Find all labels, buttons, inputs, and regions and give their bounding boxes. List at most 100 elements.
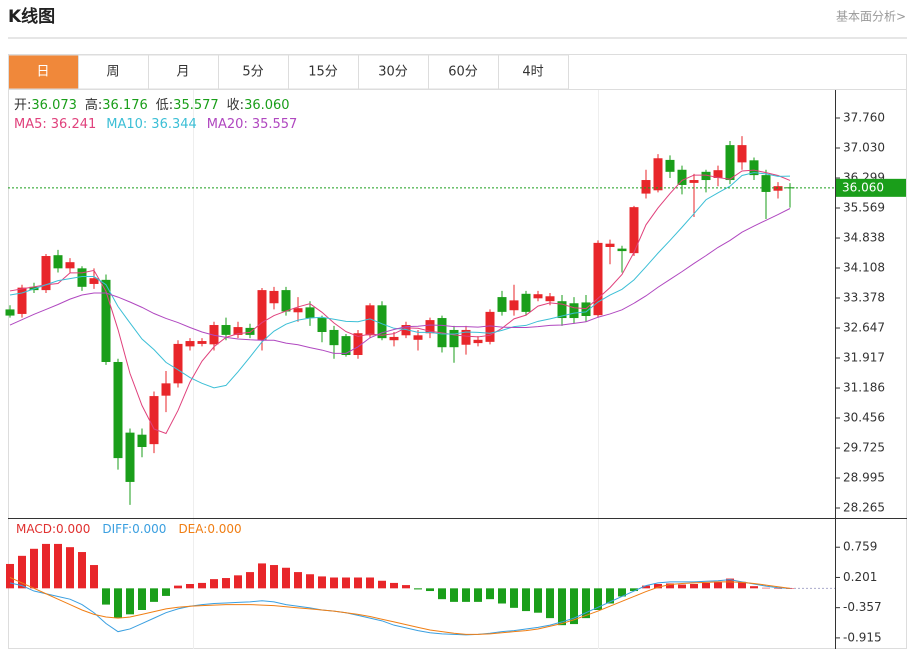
macd-bar bbox=[378, 580, 386, 589]
fundamental-link[interactable]: 基本面分析> bbox=[836, 10, 906, 24]
macd-y-tick-label: 0.759 bbox=[843, 540, 877, 554]
y-tick-label: 37.760 bbox=[843, 111, 885, 125]
candle-body bbox=[593, 242, 603, 316]
macd-label-value: 0.000 bbox=[132, 522, 166, 536]
last-price-label: 36.060 bbox=[842, 180, 884, 194]
macd-bar bbox=[462, 588, 470, 602]
tab[interactable] bbox=[498, 54, 569, 90]
macd-bar bbox=[738, 581, 746, 589]
macd-bar bbox=[222, 578, 230, 589]
macd-bar bbox=[690, 584, 698, 589]
macd-bar bbox=[78, 552, 86, 589]
candle-body bbox=[341, 336, 351, 356]
macd-bar bbox=[114, 588, 122, 618]
info-value: 36.176 bbox=[102, 98, 148, 113]
tab-label[interactable]: 月 bbox=[176, 65, 189, 80]
macd-bar bbox=[582, 588, 590, 619]
macd-bar bbox=[342, 577, 350, 589]
macd-bar bbox=[534, 588, 542, 613]
macd-bar bbox=[786, 588, 794, 589]
macd-bar bbox=[66, 547, 74, 589]
candle-body bbox=[65, 262, 75, 269]
macd-bar bbox=[726, 578, 734, 589]
info-label: 收: bbox=[227, 98, 244, 113]
candle-body bbox=[41, 256, 51, 291]
macd-bar bbox=[474, 588, 482, 602]
tab-label[interactable]: 日 bbox=[36, 65, 49, 80]
ma-line bbox=[9, 169, 791, 435]
candle-body bbox=[545, 296, 555, 302]
dea-line bbox=[9, 577, 791, 635]
candle-body bbox=[665, 159, 675, 172]
candle-body bbox=[389, 336, 399, 341]
tab[interactable] bbox=[8, 54, 79, 90]
candle-body bbox=[101, 279, 111, 362]
candle-body bbox=[53, 255, 63, 269]
candle-body bbox=[293, 308, 303, 313]
candle-body bbox=[617, 248, 627, 252]
macd-label-name: DEA: bbox=[178, 522, 207, 536]
candle-body bbox=[329, 329, 339, 346]
legend-value: 36.241 bbox=[51, 117, 97, 132]
tab[interactable] bbox=[428, 54, 499, 90]
macd-bar bbox=[426, 588, 434, 592]
macd-bar bbox=[402, 585, 410, 589]
candle-body bbox=[761, 175, 771, 192]
macd-bar bbox=[654, 584, 662, 589]
candle-body bbox=[173, 343, 183, 384]
candle-body bbox=[677, 169, 687, 185]
tab-label[interactable]: 30分 bbox=[378, 65, 408, 80]
candle-body bbox=[533, 294, 543, 299]
legend-value: 36.344 bbox=[151, 117, 197, 132]
candle-body bbox=[413, 335, 423, 340]
tab[interactable] bbox=[358, 54, 429, 90]
candle-body bbox=[449, 329, 459, 348]
macd-bar bbox=[198, 582, 206, 589]
macd-bar bbox=[318, 576, 326, 589]
candle-body bbox=[461, 329, 471, 345]
tab[interactable] bbox=[218, 54, 289, 90]
y-tick-label: 37.030 bbox=[843, 140, 885, 154]
candle-body bbox=[185, 341, 195, 347]
macd-bar bbox=[750, 586, 758, 589]
ma-legend: MA5: 36.241 MA10: 36.344 MA20: 35.557 bbox=[14, 117, 297, 132]
tab-label[interactable]: 15分 bbox=[308, 65, 338, 80]
y-tick-label: 31.186 bbox=[843, 381, 885, 395]
tab-label[interactable]: 5分 bbox=[242, 65, 263, 80]
macd-bar bbox=[234, 575, 242, 589]
macd-bar bbox=[150, 588, 158, 602]
candle-body bbox=[425, 320, 435, 334]
candle-body bbox=[473, 339, 483, 344]
candle-body bbox=[701, 171, 711, 181]
candle-body bbox=[209, 325, 219, 345]
tab-label[interactable]: 周 bbox=[106, 65, 119, 80]
macd-bar bbox=[126, 588, 134, 615]
last-price-box bbox=[836, 178, 906, 197]
candle-body bbox=[485, 311, 495, 342]
legend-name: MA10: bbox=[106, 117, 147, 132]
candle-body bbox=[161, 383, 171, 396]
tab-label[interactable]: 60分 bbox=[448, 65, 478, 80]
legend-name: MA5: bbox=[14, 117, 47, 132]
macd-bar bbox=[546, 588, 554, 619]
macd-bar bbox=[498, 588, 506, 604]
macd-bar bbox=[414, 588, 422, 590]
macd-label-name: DIFF: bbox=[102, 522, 132, 536]
y-tick-label: 29.725 bbox=[843, 441, 885, 455]
macd-bar bbox=[6, 563, 14, 589]
macd-bar bbox=[366, 577, 374, 589]
candle-body bbox=[305, 307, 315, 319]
y-tick-label: 32.647 bbox=[843, 321, 885, 335]
candle-body bbox=[365, 305, 375, 336]
candle-body bbox=[509, 300, 519, 311]
candle-body bbox=[137, 434, 147, 448]
macd-bar bbox=[306, 574, 314, 589]
tab-label[interactable]: 4时 bbox=[522, 65, 543, 80]
candle-body bbox=[713, 170, 723, 178]
candle-body bbox=[89, 278, 99, 284]
macd-y-tick-label: -0.915 bbox=[843, 630, 882, 644]
tab[interactable] bbox=[288, 54, 359, 90]
macd-bar bbox=[714, 581, 722, 589]
ma-line bbox=[9, 208, 791, 354]
ohlc-info: 开:36.073 高:36.176 低:35.577 收:36.060 bbox=[14, 97, 290, 113]
